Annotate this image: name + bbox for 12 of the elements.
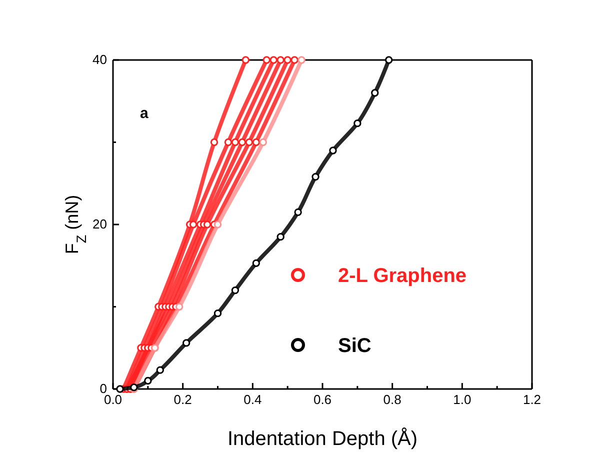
x-tick-label: 0.2 [174, 392, 192, 408]
x-axis-title: Indentation Depth (Å) [227, 427, 418, 450]
y-tick-label: 40 [92, 52, 107, 68]
annotation: a [140, 105, 149, 122]
y-tick-label: 20 [92, 216, 107, 232]
x-tick-label: 1.0 [453, 392, 472, 408]
legend-label: 2-L Graphene [338, 265, 467, 287]
legend-label: SiC [338, 335, 372, 357]
x-tick-label: 0.6 [313, 392, 332, 408]
x-tick-label: 0.4 [244, 392, 262, 408]
x-tick-label: 0.8 [383, 392, 402, 408]
x-tick-label: 1.2 [522, 392, 542, 408]
